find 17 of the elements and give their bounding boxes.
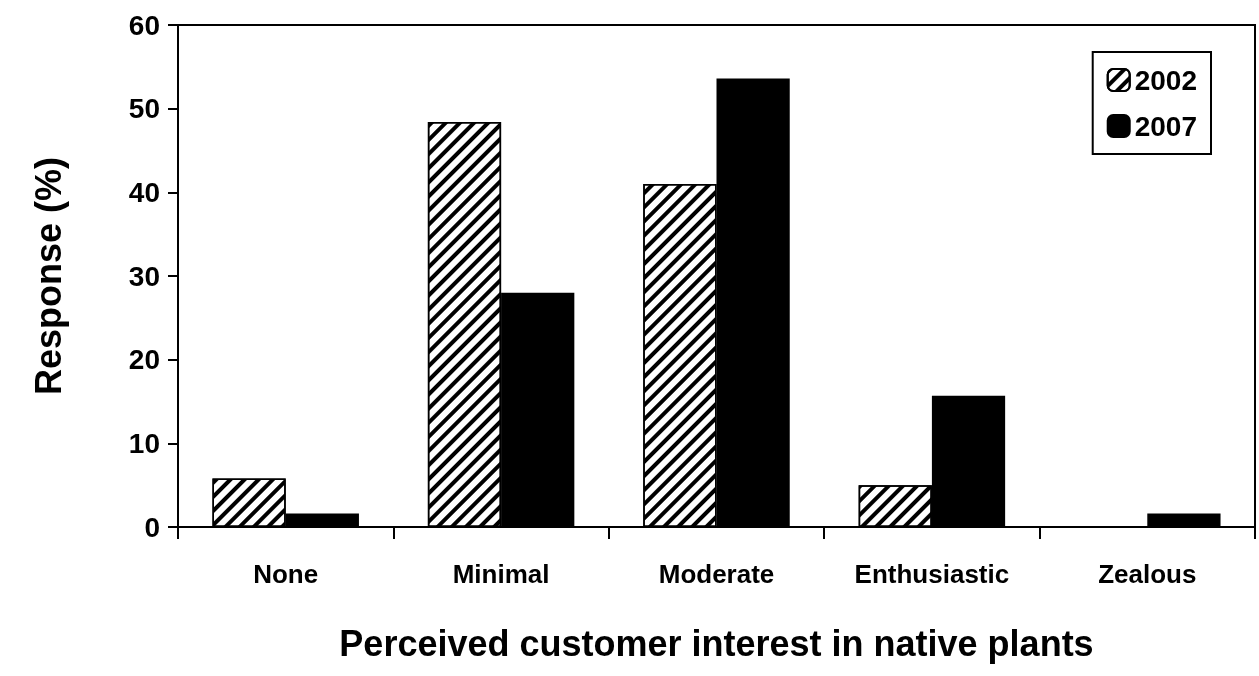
bar: [1147, 513, 1221, 527]
x-tick-label: Minimal: [452, 559, 550, 589]
legend-label: 2007: [1134, 110, 1198, 142]
y-tick-label: 50: [128, 93, 160, 125]
x-axis-title: Perceived customer interest in native plants: [339, 622, 1094, 664]
legend-label: 2002: [1134, 64, 1198, 96]
y-tick-label: 10: [128, 427, 160, 459]
y-axis-title: Response (%): [27, 156, 69, 396]
x-tick-label: Zealous: [1098, 559, 1197, 589]
x-tick-label: None: [253, 559, 319, 589]
x-tick-label: Moderate: [658, 559, 775, 589]
y-tick-label: 20: [128, 344, 160, 376]
y-tick-label: 60: [128, 9, 160, 41]
y-tick-label: 30: [128, 260, 160, 292]
x-tick-label: Enthusiastic: [854, 559, 1010, 589]
y-tick-label: 0: [144, 511, 160, 543]
y-tick-label: 40: [128, 176, 160, 208]
